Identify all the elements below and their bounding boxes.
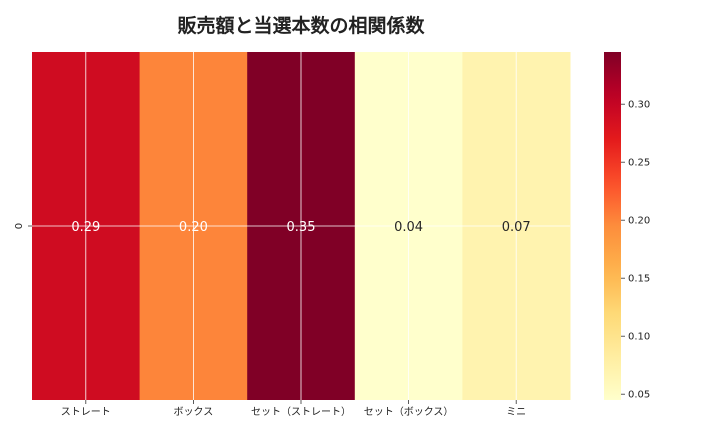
y-axis-ticks: 0 (14, 223, 32, 229)
chart-title: 販売額と当選本数の相関係数 (177, 14, 425, 37)
colorbar: 0.05 0.10 0.15 0.20 0.25 0.30 (604, 52, 650, 401)
colorbar-tick-label: 0.20 (628, 216, 650, 227)
colorbar-tick-label: 0.05 (628, 390, 650, 401)
x-tick-label: ストレート (61, 407, 111, 418)
heatmap-gridlines (32, 52, 570, 400)
x-tick-label: ボックス (174, 406, 214, 418)
x-axis-ticks: ストレート ボックス セット（ストレート） セット（ボックス） ミニ (61, 400, 526, 418)
x-tick-label: ミニ (506, 407, 526, 418)
colorbar-tick-label: 0.25 (628, 158, 650, 169)
cell-value-label: 0.04 (394, 220, 423, 235)
cell-value-label: 0.20 (179, 220, 208, 235)
x-tick-label: セット（ボックス） (364, 406, 454, 418)
colorbar-tick-label: 0.15 (628, 274, 650, 285)
cell-value-label: 0.35 (287, 220, 316, 235)
cell-value-label: 0.07 (502, 220, 531, 235)
colorbar-gradient (604, 52, 621, 400)
cell-value-label: 0.29 (71, 220, 100, 235)
x-tick-label: セット（ストレート） (251, 406, 351, 418)
colorbar-tick-label: 0.30 (628, 100, 650, 111)
colorbar-tick-label: 0.10 (628, 332, 650, 343)
y-tick-label: 0 (14, 223, 25, 229)
cell-value-labels: 0.29 0.20 0.35 0.04 0.07 (71, 220, 530, 235)
